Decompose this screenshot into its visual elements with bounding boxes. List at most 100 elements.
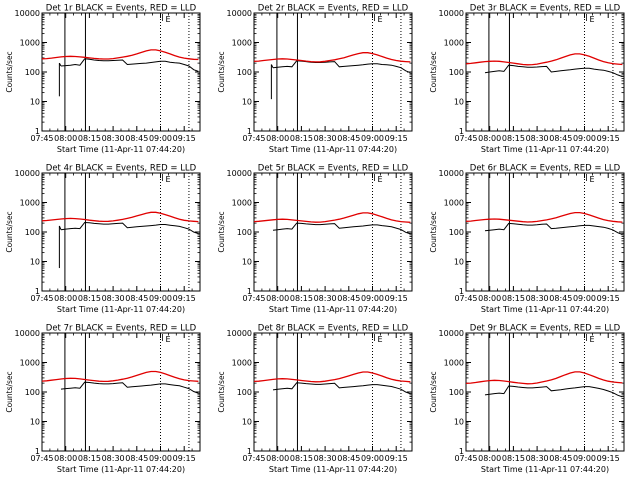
y-axis-label: Counts/sec <box>5 371 14 412</box>
y-tick-label: 10 <box>454 418 464 427</box>
y-axis-label: Counts/sec <box>429 371 438 412</box>
series-lld-line <box>465 53 623 66</box>
series-lld-line <box>41 211 199 223</box>
x-tick-label: 08:30 <box>102 454 125 463</box>
panel-det-1r: Det 1r BLACK = Events, RED = LLD 1 10 100 10… <box>5 4 201 154</box>
x-tick-label: 08:30 <box>526 294 549 303</box>
series-lld-line <box>465 371 623 385</box>
y-tick-label: 100 <box>25 388 40 397</box>
x-tick-label: 08:15 <box>290 454 313 463</box>
e-marker: E <box>378 335 383 344</box>
y-tick-label: 10000 <box>227 169 252 178</box>
x-tick-label: 08:00 <box>54 134 77 143</box>
x-tick-label: 08:15 <box>502 454 525 463</box>
x-tick-label: 08:15 <box>78 454 101 463</box>
events-drop-connector <box>58 225 62 230</box>
y-tick-label: 10000 <box>439 329 464 338</box>
panel-title: Det 1r BLACK = Events, RED = LLD <box>46 4 197 14</box>
x-axis-label: Start Time (11-Apr-11 07:44:20) <box>269 145 397 154</box>
x-tick-label: 08:15 <box>502 294 525 303</box>
e-marker: E <box>378 15 383 24</box>
y-tick-label: 1000 <box>232 39 252 48</box>
x-tick-label: 09:15 <box>173 294 196 303</box>
y-tick-label: 10 <box>242 98 252 107</box>
x-tick-label: 08:45 <box>549 454 572 463</box>
panel-det-6r: Det 6r BLACK = Events, RED = LLD 1 10 100 10… <box>429 164 625 314</box>
x-axis-label: Start Time (11-Apr-11 07:44:20) <box>481 305 609 314</box>
x-tick-label: 08:45 <box>337 134 360 143</box>
plot-frame <box>41 12 201 132</box>
x-tick-label: 08:45 <box>125 134 148 143</box>
x-tick-label: 09:15 <box>385 294 408 303</box>
x-tick-label: 08:00 <box>478 294 501 303</box>
panel-title: Det 9r BLACK = Events, RED = LLD <box>470 324 621 334</box>
plot-frame <box>465 172 625 292</box>
y-tick-label: 10000 <box>15 329 40 338</box>
y-tick-label: 1000 <box>20 199 40 208</box>
y-tick-label: 1 <box>35 287 40 296</box>
y-tick-label: 100 <box>237 388 252 397</box>
x-tick-label: 09:15 <box>597 134 620 143</box>
series-lld-line <box>465 211 623 223</box>
x-tick-label: 07:45 <box>242 134 265 143</box>
x-tick-label: 08:00 <box>54 294 77 303</box>
x-tick-label: 09:00 <box>573 294 596 303</box>
x-tick-label: 07:45 <box>30 134 53 143</box>
x-tick-label: 08:30 <box>526 454 549 463</box>
panel-det-7r: Det 7r BLACK = Events, RED = LLD 1 10 100 10… <box>5 324 201 474</box>
y-tick-label: 10 <box>454 98 464 107</box>
series-events-line <box>272 222 411 235</box>
y-tick-label: 100 <box>25 68 40 77</box>
x-tick-label: 09:00 <box>149 294 172 303</box>
y-tick-label: 1000 <box>444 359 464 368</box>
x-tick-label: 08:00 <box>54 454 77 463</box>
x-axis-label: Start Time (11-Apr-11 07:44:20) <box>57 465 185 474</box>
e-marker: E <box>590 175 595 184</box>
y-tick-label: 100 <box>449 68 464 77</box>
e-marker: E <box>378 175 383 184</box>
x-tick-label: 08:45 <box>125 454 148 463</box>
y-tick-label: 10 <box>454 258 464 267</box>
y-tick-label: 100 <box>25 228 40 237</box>
x-tick-label: 09:00 <box>149 134 172 143</box>
x-tick-label: 07:45 <box>454 134 477 143</box>
panel-det-3r: Det 3r BLACK = Events, RED = LLD 1 10 100 10… <box>429 4 625 154</box>
series-events-line <box>272 60 411 74</box>
y-tick-label: 10000 <box>439 9 464 18</box>
x-tick-label: 09:15 <box>597 294 620 303</box>
x-tick-label: 08:45 <box>337 454 360 463</box>
x-tick-label: 09:15 <box>173 454 196 463</box>
panel-det-8r: Det 8r BLACK = Events, RED = LLD 1 10 100 10… <box>217 324 413 474</box>
y-tick-label: 1 <box>247 447 252 456</box>
x-tick-label: 09:00 <box>361 294 384 303</box>
y-tick-label: 1000 <box>232 199 252 208</box>
e-marker: E <box>590 335 595 344</box>
series-events-line <box>484 222 623 235</box>
y-tick-label: 10000 <box>15 169 40 178</box>
x-tick-label: 08:15 <box>502 134 525 143</box>
y-tick-label: 100 <box>237 68 252 77</box>
panel-title: Det 7r BLACK = Events, RED = LLD <box>46 324 197 334</box>
y-tick-label: 10 <box>242 258 252 267</box>
series-events-line <box>484 385 623 398</box>
x-tick-label: 08:15 <box>290 134 313 143</box>
y-axis-label: Counts/sec <box>5 211 14 252</box>
y-tick-label: 1 <box>35 447 40 456</box>
x-tick-label: 08:00 <box>266 294 289 303</box>
x-axis-label: Start Time (11-Apr-11 07:44:20) <box>481 145 609 154</box>
panel-det-5r: Det 5r BLACK = Events, RED = LLD 1 10 100 10… <box>217 164 413 314</box>
x-tick-label: 07:45 <box>454 454 477 463</box>
y-tick-label: 10000 <box>15 9 40 18</box>
panel-title: Det 2r BLACK = Events, RED = LLD <box>258 4 409 14</box>
e-marker: E <box>590 15 595 24</box>
panel-title: Det 3r BLACK = Events, RED = LLD <box>470 4 621 14</box>
y-tick-label: 1000 <box>444 39 464 48</box>
x-tick-label: 08:45 <box>549 134 572 143</box>
y-tick-label: 1 <box>247 127 252 136</box>
e-marker: E <box>166 175 171 184</box>
y-tick-label: 100 <box>449 228 464 237</box>
x-tick-label: 09:00 <box>573 454 596 463</box>
x-tick-label: 09:15 <box>385 134 408 143</box>
plot-frame <box>253 332 413 452</box>
